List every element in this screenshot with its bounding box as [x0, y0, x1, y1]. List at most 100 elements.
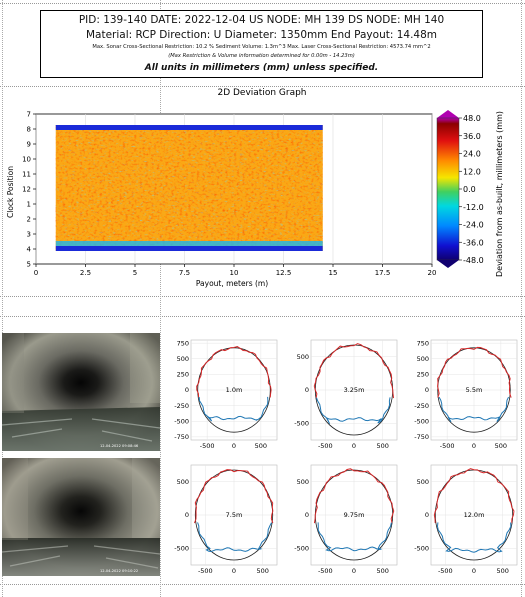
- profile-ytick-label: 0: [425, 386, 429, 394]
- heatmap-data-band: [55, 125, 323, 251]
- profile-xtick-label: 500: [496, 567, 508, 575]
- profile-xtick-label: -500: [438, 567, 453, 575]
- heatmap-ytick-label: 12: [22, 186, 31, 194]
- colorbar-tick-label: 36.0: [463, 132, 481, 141]
- profile-frame: [310, 339, 398, 441]
- heatmap-xtick-label: 0: [34, 269, 38, 277]
- page-rule: [0, 3, 525, 4]
- profile-ytick-label: 500: [297, 478, 309, 486]
- profile-plot-5: -500 0 500 500 0 -500 9.75m: [294, 464, 398, 575]
- sonar-profile-line: [436, 522, 512, 553]
- profile-xtick-label: 0: [232, 442, 236, 450]
- profile-plot-6: -500 0 500 500 0 -500 12.0m: [414, 464, 518, 575]
- heatmap-xtick-label: 10: [230, 269, 239, 277]
- profile-ytick-label: -750: [414, 433, 429, 441]
- heatmap-xtick-label: 20: [428, 269, 437, 277]
- sonar-profile-line: [317, 522, 392, 552]
- profile-ytick-label: 500: [177, 355, 189, 363]
- profile-ytick-label: -500: [294, 545, 309, 553]
- profile-distance-label: 9.75m: [344, 511, 365, 519]
- photo-timestamp: 12-04-2022 09:08:46: [100, 444, 139, 448]
- sonar-profile-line: [197, 522, 272, 553]
- profile-frame: [190, 464, 278, 566]
- profile-xtick-label: 500: [376, 567, 388, 575]
- page-rule: [160, 0, 161, 597]
- pipe-photo-1: 12-04-2022 09:08:46: [2, 333, 160, 451]
- profile-ytick-label: 0: [185, 386, 189, 394]
- profile-ytick-label: 750: [177, 339, 189, 347]
- header-restriction-info: Max. Sonar Cross-Sectional Restriction: …: [92, 44, 431, 50]
- profile-ytick-label: 250: [417, 371, 429, 379]
- colorbar-label: Deviation from as-built, millimeters (mm…: [495, 111, 504, 277]
- colorbar-scale: [436, 117, 460, 261]
- asbuilt-circle: [197, 347, 271, 433]
- heatmap-ytick-label: 2: [27, 216, 31, 224]
- deviation-heatmap-chart: 2D Deviation Graph 0 2.5 5 7.5 10 12.5 15 17.5 2…: [6, 88, 504, 288]
- profile-xtick-label: 0: [472, 442, 476, 450]
- sonar-profile-line: [198, 396, 269, 422]
- colorbar-tick-label: 24.0: [463, 150, 481, 159]
- heatmap-xlabel: Payout, meters (m): [196, 279, 268, 288]
- profile-ytick-label: -500: [174, 417, 189, 425]
- profile-ytick-label: 0: [185, 511, 189, 519]
- asbuilt-circle: [434, 469, 514, 561]
- laser-profile-line: [313, 343, 395, 399]
- heatmap-xtick-label: 5: [133, 269, 137, 277]
- heatmap-xtick-label: 12.5: [276, 269, 292, 277]
- profile-xtick-label: -500: [200, 442, 215, 450]
- profile-ytick-label: 500: [417, 478, 429, 486]
- profile-xtick-label: -500: [318, 442, 333, 450]
- header-restriction-range: (Max Restriction & Volume information de…: [168, 53, 355, 59]
- report-header: PID: 139-140 DATE: 2022-12-04 US NODE: M…: [40, 10, 483, 78]
- colorbar-tick-label: -24.0: [463, 221, 484, 230]
- heatmap-ytick-label: 7: [27, 111, 31, 119]
- heatmap-xtick-label: 17.5: [375, 269, 391, 277]
- asbuilt-circle: [314, 344, 394, 436]
- colorbar-tick-label: -12.0: [463, 203, 484, 212]
- laser-profile-line: [196, 345, 272, 398]
- sonar-profile-line: [315, 397, 391, 425]
- profile-ytick-label: 750: [417, 339, 429, 347]
- page-rule: [0, 296, 525, 297]
- laser-profile-line: [313, 468, 395, 524]
- profile-ytick-label: -500: [414, 545, 429, 553]
- profile-ytick-label: -500: [414, 417, 429, 425]
- profile-ytick-label: 250: [177, 371, 189, 379]
- asbuilt-circle: [194, 469, 274, 561]
- profile-frame: [190, 339, 278, 441]
- page-rule: [0, 584, 525, 585]
- profile-plot-3: -500 0 500 750 500 250 0 -250 -500 -750 5.5m: [414, 339, 518, 450]
- profile-xtick-label: 0: [352, 442, 356, 450]
- heatmap-xtick-label: 7.5: [179, 269, 190, 277]
- colorbar-tick-label: -48.0: [463, 256, 484, 265]
- profile-ytick-label: 0: [425, 511, 429, 519]
- profile-ytick-label: -250: [414, 402, 429, 410]
- profile-xtick-label: 500: [255, 442, 267, 450]
- heatmap-ytick-label: 5: [27, 261, 31, 269]
- profile-distance-label: 1.0m: [226, 386, 243, 394]
- colorbar-max-arrow: [437, 110, 459, 118]
- asbuilt-circle: [437, 347, 511, 433]
- profile-ytick-label: -500: [294, 420, 309, 428]
- profile-plot-4: -500 0 500 500 0 -500 7.5m: [174, 464, 278, 575]
- profile-distance-label: 7.5m: [226, 511, 243, 519]
- profile-ytick-label: -500: [174, 545, 189, 553]
- asbuilt-circle: [314, 469, 394, 561]
- heatmap-ytick-label: 1: [27, 201, 31, 209]
- profile-xtick-label: 0: [352, 567, 356, 575]
- profile-xtick-label: 0: [232, 567, 236, 575]
- laser-profile-line: [194, 469, 274, 524]
- photo-timestamp: 12-04-2022 09:10:22: [100, 569, 138, 573]
- pipe-photo-2: 12-04-2022 09:10:22: [2, 458, 160, 576]
- colorbar-tick-label: 12.0: [463, 167, 481, 176]
- laser-profile-line: [433, 468, 515, 523]
- profile-distance-label: 5.5m: [466, 386, 483, 394]
- profile-plot-1: -500 0 500 750 500 250 0 -250 -500 -750 1.0m: [174, 339, 278, 450]
- page-rule: [2, 0, 3, 597]
- colorbar-min-arrow: [437, 260, 459, 268]
- profile-ytick-label: 500: [177, 478, 189, 486]
- header-pipe-ids: PID: 139-140 DATE: 2022-12-04 US NODE: M…: [78, 14, 445, 26]
- heatmap-xtick-label: 15: [329, 269, 338, 277]
- colorbar-tick-label: -36.0: [463, 238, 484, 247]
